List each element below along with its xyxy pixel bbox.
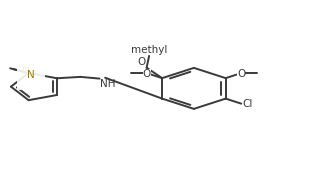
Text: Cl: Cl [243, 99, 253, 109]
Text: NH: NH [100, 79, 116, 89]
Text: O: O [143, 69, 151, 79]
Text: methyl: methyl [131, 45, 167, 55]
Text: N: N [27, 70, 35, 80]
Text: N: N [22, 66, 29, 76]
Text: O: O [138, 57, 146, 67]
Text: O: O [237, 69, 245, 79]
